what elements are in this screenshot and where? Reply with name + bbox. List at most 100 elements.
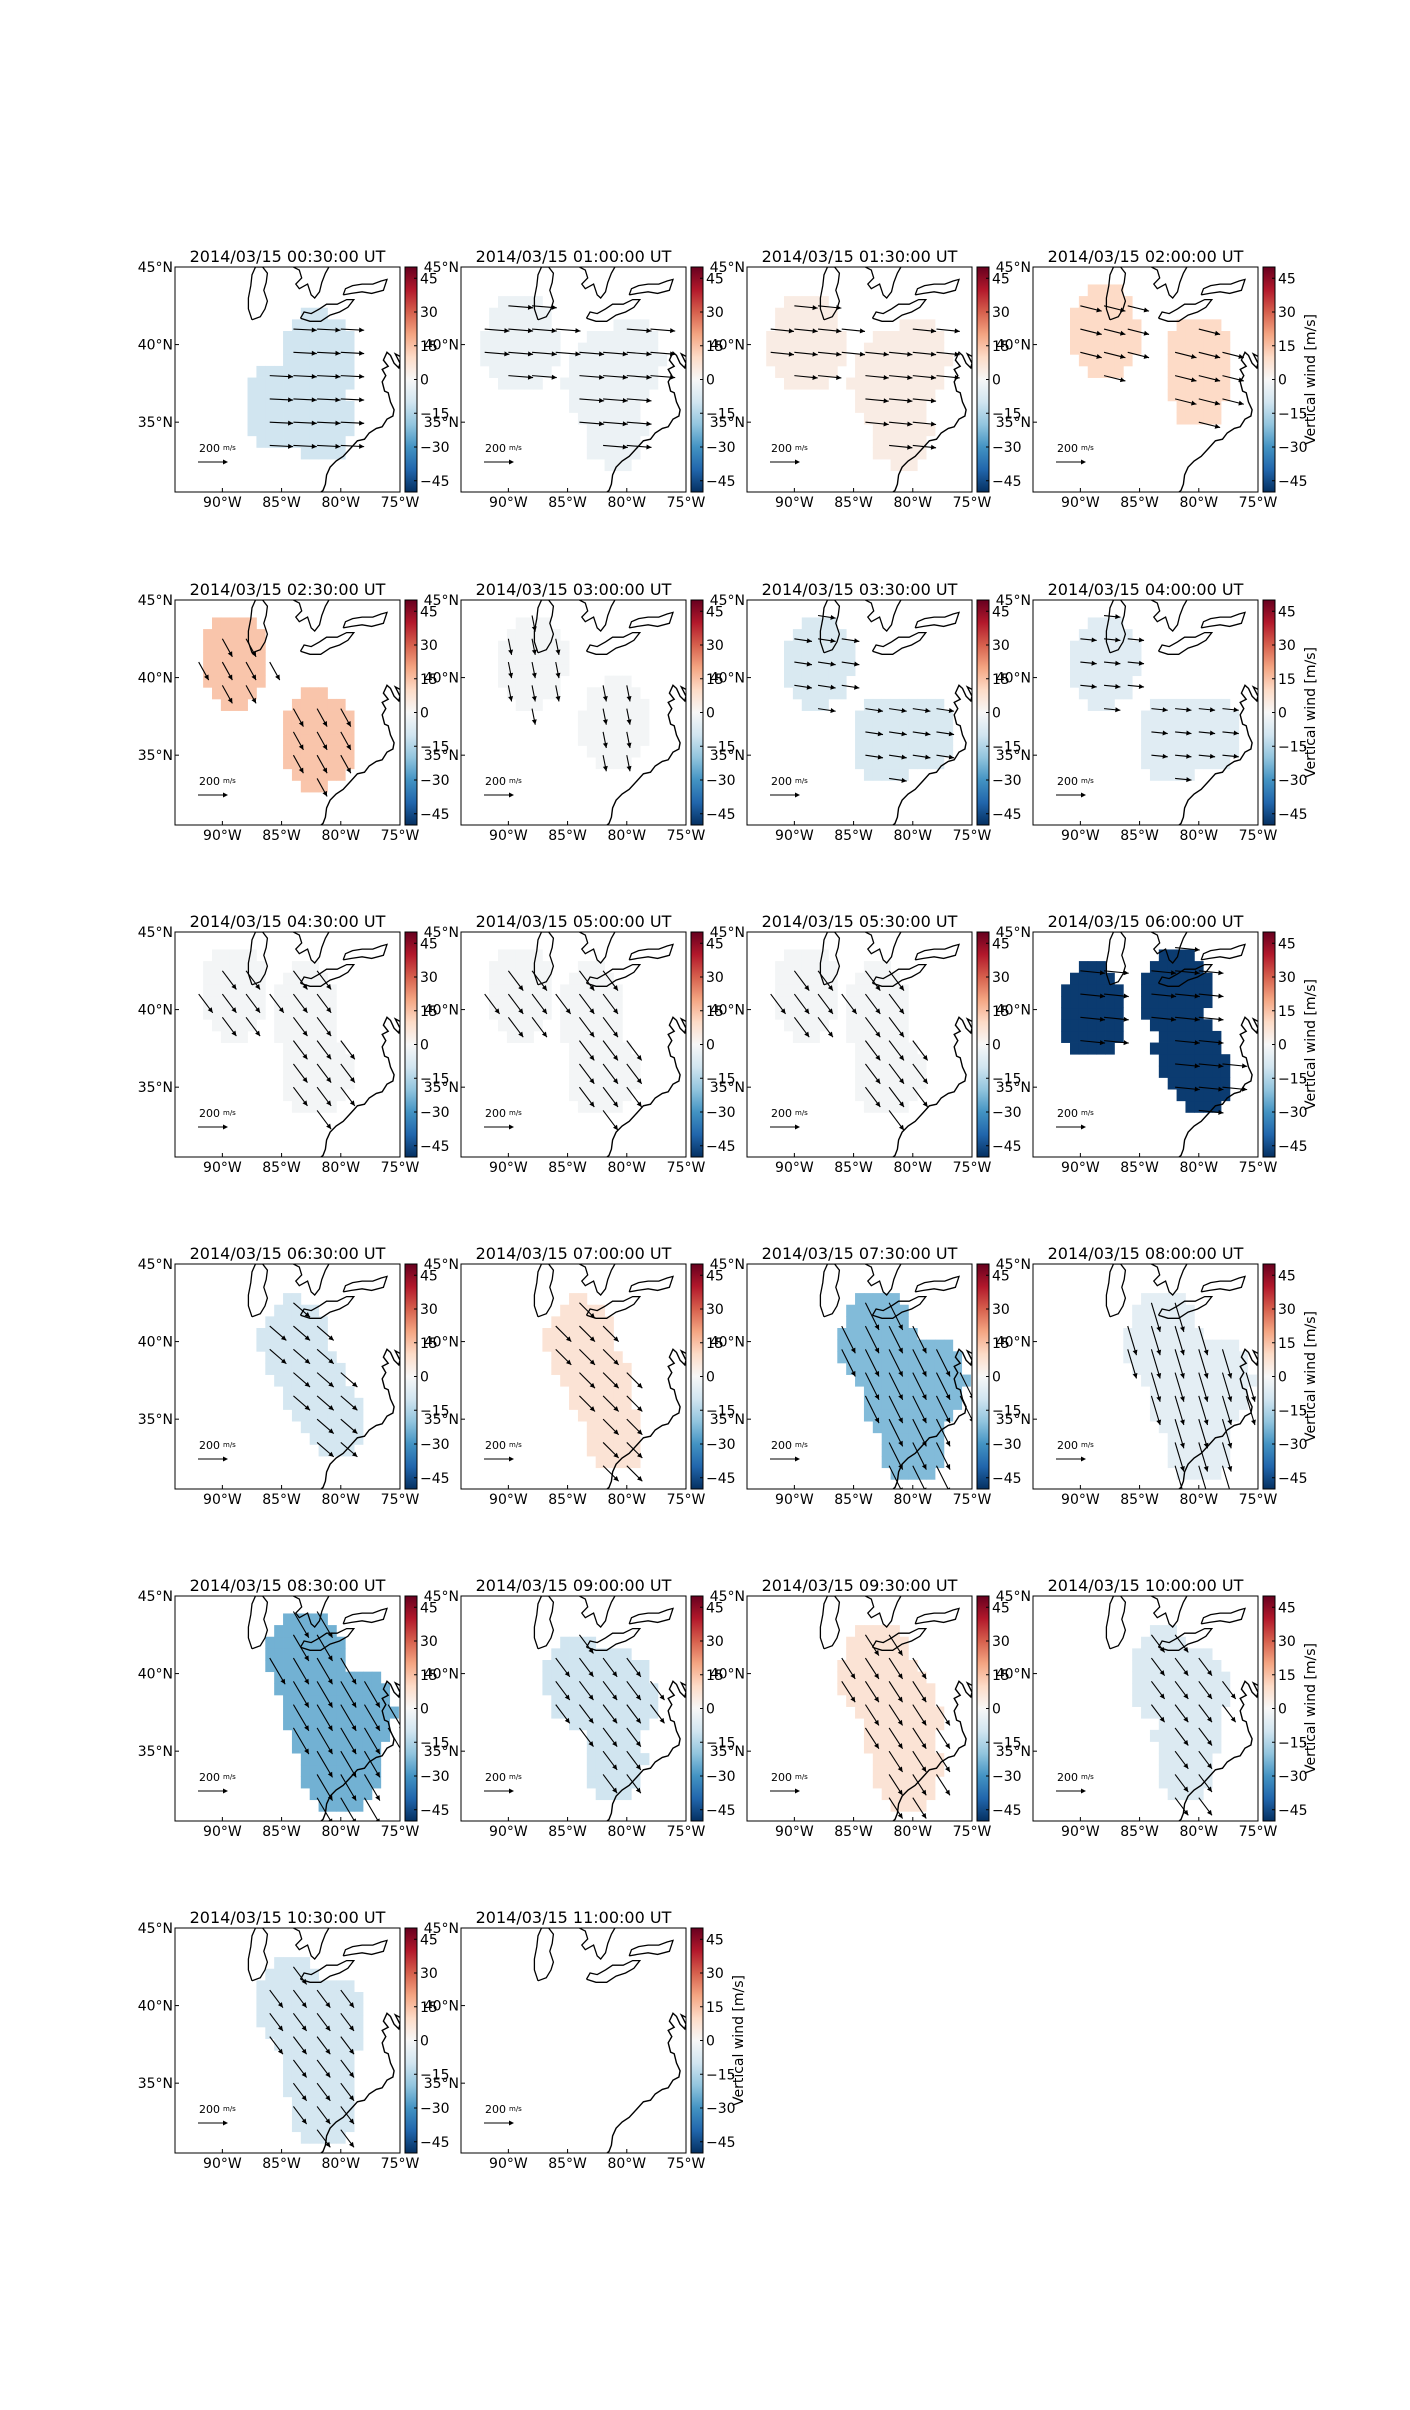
vertical-wind-cell xyxy=(542,652,552,665)
vertical-wind-cell xyxy=(810,984,820,997)
wind-vector xyxy=(1174,1325,1185,1356)
vertical-wind-cell xyxy=(229,617,240,630)
vertical-wind-cell xyxy=(345,2073,355,2086)
vertical-wind-cell xyxy=(863,972,874,985)
wind-vector-head xyxy=(875,1031,881,1038)
vertical-wind-cell xyxy=(934,1432,945,1445)
colorbar-tick-label: 15 xyxy=(992,1668,1010,1684)
vertical-wind-cell xyxy=(917,400,927,413)
vertical-wind-cell xyxy=(1149,1683,1160,1696)
vertical-wind-cell xyxy=(318,2003,328,2016)
vertical-wind-cell xyxy=(1158,1007,1169,1020)
vertical-wind-cell xyxy=(1114,687,1124,700)
vertical-wind-cell xyxy=(318,733,328,746)
wind-vector-head xyxy=(598,421,605,427)
vertical-wind-cell xyxy=(203,629,213,642)
vertical-wind-cell xyxy=(569,1683,579,1696)
vertical-wind-cell xyxy=(327,1374,337,1387)
vertical-wind-cell xyxy=(1158,1042,1169,1055)
vertical-wind-cell xyxy=(613,757,623,770)
vertical-wind-cell xyxy=(622,1386,632,1399)
vertical-wind-cell xyxy=(872,1776,883,1789)
wind-vector xyxy=(1198,1465,1207,1489)
vertical-wind-cell xyxy=(569,365,579,378)
wind-vector-head xyxy=(613,1359,619,1365)
vertical-wind-cell xyxy=(1114,296,1124,309)
vertical-wind-cell xyxy=(247,377,257,390)
wind-vector-head xyxy=(1194,1086,1200,1092)
colorbar-tick-label: 0 xyxy=(1278,1038,1287,1054)
colorbar-tick-label: 30 xyxy=(992,970,1010,986)
vertical-wind-cell xyxy=(1203,1456,1213,1469)
wind-vector-head xyxy=(788,351,794,357)
vertical-wind-cell xyxy=(336,1741,346,1754)
vertical-wind-cell xyxy=(595,1683,605,1696)
vertical-wind-cell xyxy=(872,1328,883,1341)
vertical-wind-cell xyxy=(515,996,526,1009)
vertical-wind-cell xyxy=(577,1100,588,1113)
vertical-wind-cell xyxy=(1114,365,1124,378)
vertical-wind-cell xyxy=(1185,1351,1195,1364)
vertical-wind-cell xyxy=(613,1089,623,1102)
map-area xyxy=(247,267,400,492)
wind-vector-head xyxy=(898,1324,903,1330)
vertical-wind-cell xyxy=(560,1660,570,1673)
vertical-wind-cell xyxy=(837,331,847,344)
vertical-wind-cell xyxy=(872,1386,883,1399)
vertical-wind-cell xyxy=(1203,1671,1213,1684)
vertical-wind-cell xyxy=(300,757,311,770)
vertical-wind-cell xyxy=(336,1089,346,1102)
vertical-wind-cell xyxy=(1114,319,1124,332)
vertical-wind-cell xyxy=(872,757,883,770)
vertical-wind-cell xyxy=(810,664,820,677)
vertical-wind-cell xyxy=(1203,1089,1213,1102)
vertical-wind-cell xyxy=(1203,1694,1213,1707)
vertical-wind-cell xyxy=(1220,389,1231,402)
vertical-wind-cell xyxy=(613,1729,623,1742)
vertical-wind-cell xyxy=(926,1409,936,1422)
vertical-wind-cell xyxy=(775,961,785,974)
vertical-wind-cell xyxy=(631,1753,641,1766)
wind-vector-head xyxy=(613,1406,619,1412)
vertical-wind-cell xyxy=(1096,284,1106,297)
wind-vector xyxy=(1221,1442,1232,1472)
vertical-wind-cell xyxy=(881,1671,891,1684)
vertical-wind-cell xyxy=(899,1648,909,1661)
vertical-wind-cell xyxy=(336,1980,346,1993)
vertical-wind-cell xyxy=(498,996,508,1009)
lake-shoreline xyxy=(1200,611,1246,629)
vertical-wind-cell xyxy=(300,687,311,700)
wind-vector-head xyxy=(897,1650,903,1656)
vertical-wind-cell xyxy=(354,1729,364,1742)
vertical-wind-cell xyxy=(300,1316,311,1329)
wind-vector-head xyxy=(1162,753,1168,759)
vertical-wind-cell xyxy=(1203,722,1213,735)
vertical-wind-cell xyxy=(560,1339,570,1352)
vertical-wind-cell xyxy=(855,354,865,367)
vertical-wind-cell xyxy=(1185,1432,1195,1445)
vertical-wind-cell xyxy=(917,1788,927,1801)
vertical-wind-cell xyxy=(1220,710,1231,723)
vertical-wind-cell xyxy=(220,949,231,962)
vertical-wind-cell xyxy=(881,1304,891,1317)
vertical-wind-cell xyxy=(283,1671,293,1684)
wind-vector-head xyxy=(335,374,341,380)
vertical-wind-cell xyxy=(622,698,632,711)
vertical-wind-cell xyxy=(498,377,508,390)
vertical-wind-cell xyxy=(1158,1065,1169,1078)
colorbar-tick-label: 45 xyxy=(992,1600,1010,1616)
quiver-key-label: 200 xyxy=(199,775,220,788)
vertical-wind-cell xyxy=(309,424,319,437)
lake-shoreline xyxy=(1157,298,1214,322)
vertical-wind-cell xyxy=(613,342,623,355)
vertical-wind-cell xyxy=(810,1030,820,1043)
colorbar-tick-label: 0 xyxy=(706,1038,715,1054)
vertical-wind-cell xyxy=(586,1764,597,1777)
vertical-wind-cell xyxy=(300,2120,311,2133)
vertical-wind-cell xyxy=(908,1065,918,1078)
wind-vector-head xyxy=(613,1429,619,1435)
wind-vector-head xyxy=(1251,1419,1256,1426)
colorbar-tick-label: 15 xyxy=(706,1336,724,1352)
vertical-wind-cell xyxy=(336,377,346,390)
vertical-wind-cell xyxy=(943,1351,954,1364)
